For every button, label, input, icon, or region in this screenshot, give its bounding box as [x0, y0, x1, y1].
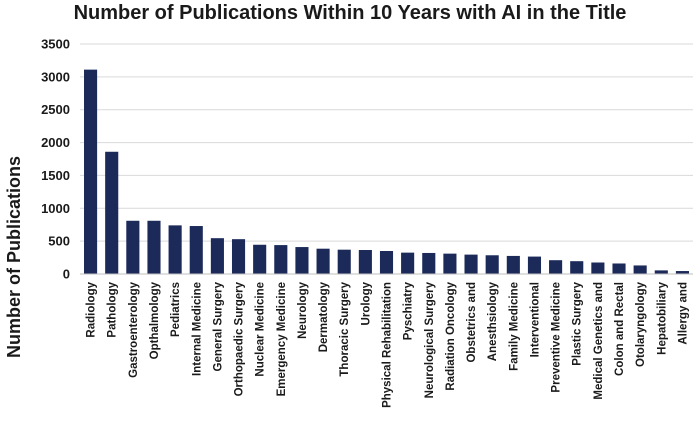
gridlines — [80, 43, 693, 242]
x-tick-label: Hepatobiliary — [656, 281, 668, 354]
y-tick-label: 2000 — [41, 135, 70, 150]
y-axis-label: Number of Publications — [4, 156, 24, 358]
x-tick-label: Medical Genetics and — [593, 282, 605, 400]
bar — [612, 263, 626, 274]
x-tick-label: Obstetrics and — [466, 282, 478, 363]
bar — [591, 262, 605, 274]
bar — [401, 252, 415, 274]
y-tick-label: 2500 — [41, 102, 70, 117]
x-tick-label: Internal Medicine — [191, 282, 203, 376]
y-tick-label: 1000 — [41, 201, 70, 216]
x-tick-label: Interventional — [529, 282, 541, 357]
x-tick-label: Orthopaedic Surgery — [234, 281, 246, 396]
bar — [443, 253, 457, 274]
y-tick-label: 1500 — [41, 168, 70, 183]
x-tick-label: Allergy and — [677, 282, 689, 345]
bar — [84, 69, 98, 274]
x-tick-label: Pyschiatry — [403, 281, 415, 340]
bar — [506, 255, 520, 274]
x-tick-label: Physical Rehabilitation — [382, 282, 394, 408]
x-tick-label: Emergency Medicine — [276, 282, 288, 396]
bar — [168, 225, 182, 274]
bar — [527, 256, 542, 274]
bar — [379, 251, 394, 274]
x-axis-ticks: Radiology Pathology Gastroenterology Opthal… — [86, 281, 690, 408]
x-tick-label: Anesthsiology — [487, 281, 499, 361]
bar — [358, 250, 372, 274]
x-tick-label: Dermatology — [318, 281, 330, 352]
bar — [464, 254, 478, 274]
bar — [316, 248, 330, 274]
bar — [210, 238, 224, 274]
x-tick-label: Gastroenterology — [128, 281, 140, 377]
x-tick-label: Family Medicine — [508, 282, 520, 371]
bar — [126, 220, 140, 274]
y-tick-label: 3500 — [41, 37, 70, 52]
x-tick-label: Neurology — [297, 281, 309, 338]
bar — [147, 220, 161, 274]
bar — [231, 239, 246, 274]
bar — [295, 247, 309, 274]
x-tick-label: Neurological Surgery — [424, 281, 436, 398]
x-tick-label: Radiation Oncology — [445, 281, 457, 390]
x-tick-label: Nuclear Medicine — [255, 282, 267, 377]
chart-title: Number of Publications Within 10 Years w… — [73, 2, 627, 24]
x-tick-label: Urology — [360, 281, 372, 325]
y-tick-label: 0 — [63, 267, 70, 282]
x-tick-label: Pediatrics — [170, 282, 182, 337]
bar — [654, 270, 668, 274]
x-tick-label: Pathology — [107, 281, 119, 337]
x-tick-label: Plastic Surgery — [572, 281, 584, 365]
y-tick-label: 3000 — [41, 69, 70, 84]
bar — [253, 244, 267, 274]
bar — [105, 151, 119, 274]
bar — [570, 261, 584, 274]
bar — [189, 226, 203, 274]
x-tick-label: Preventive Medicine — [551, 282, 563, 393]
x-tick-label: Opthalmology — [149, 281, 161, 359]
bar — [485, 255, 499, 274]
bar — [633, 265, 647, 274]
x-tick-label: General Surgery — [212, 281, 224, 371]
x-tick-label: Otolaryngology — [635, 281, 647, 367]
bar — [675, 271, 689, 274]
bars — [84, 69, 689, 274]
bar — [274, 245, 288, 274]
y-tick-label: 500 — [48, 234, 70, 249]
x-tick-label: Radiology — [86, 281, 98, 337]
bar — [422, 252, 436, 274]
x-tick-label: Colon and Rectal — [614, 282, 626, 376]
bar — [337, 249, 351, 274]
x-tick-label: Thoracic Surgery — [339, 281, 351, 376]
y-axis-ticks: 0 500 1000 1500 2000 2500 3000 3500 — [41, 37, 70, 282]
bar — [549, 260, 563, 274]
